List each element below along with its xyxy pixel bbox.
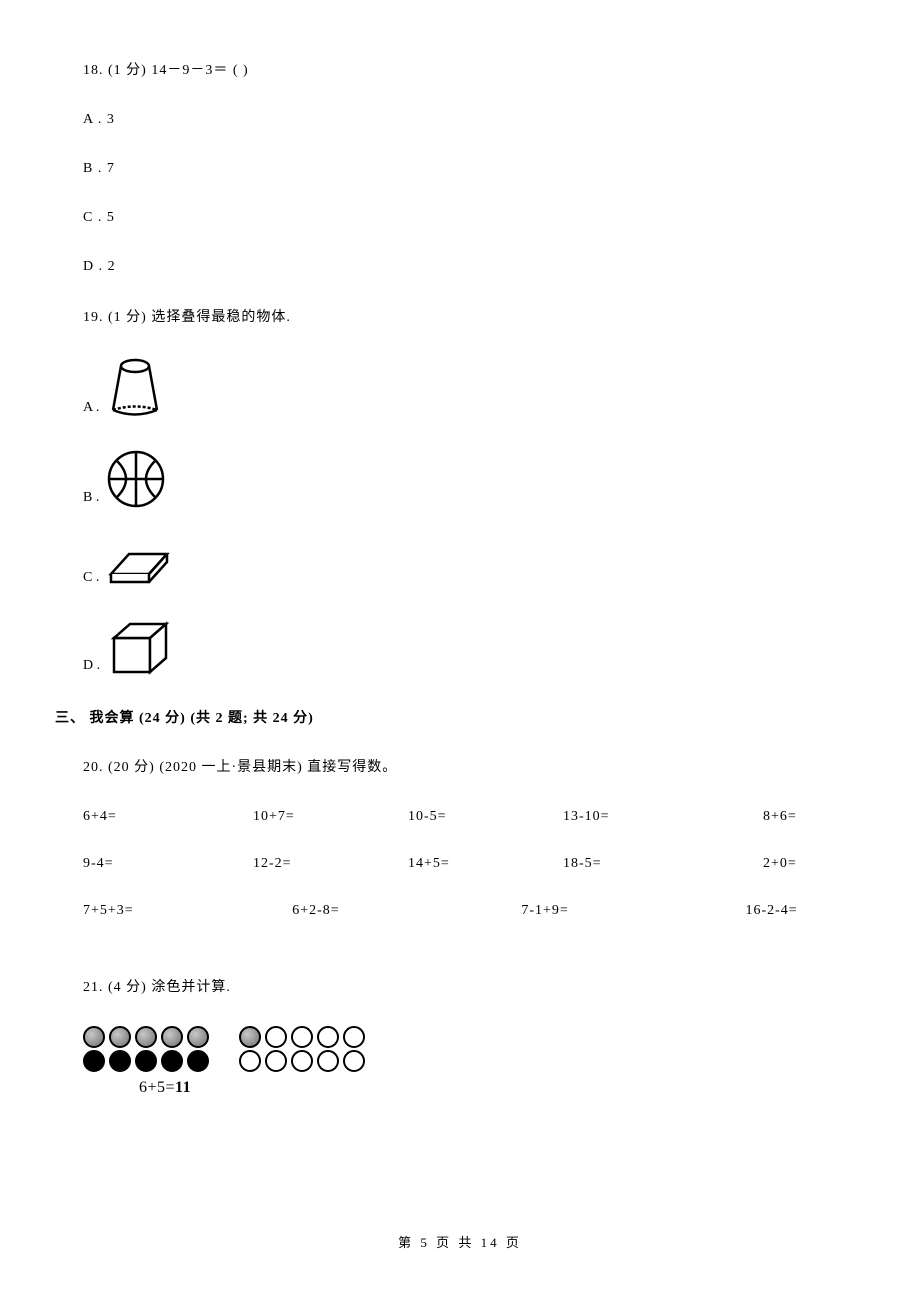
calc-cell: 10+7=: [253, 806, 408, 827]
q19-option-c: C .: [83, 538, 865, 590]
basketball-icon: [105, 448, 167, 510]
dots-caption: 6+5=11: [139, 1076, 865, 1100]
dot-black-icon: [83, 1050, 105, 1072]
page-footer: 第 5 页 共 14 页: [0, 1233, 920, 1253]
dot-empty-icon: [317, 1026, 339, 1048]
dot-black-icon: [161, 1050, 183, 1072]
cube-icon: [106, 618, 172, 678]
calc-cell: 2+0=: [763, 853, 863, 874]
dots-row-1: [83, 1026, 865, 1048]
calc-cell: 14+5=: [408, 853, 563, 874]
q19-option-d: D .: [83, 618, 865, 678]
calc-cell: 6+4=: [83, 806, 253, 827]
calc-grid: 6+4= 10+7= 10-5= 13-10= 8+6= 9-4= 12-2= …: [83, 806, 865, 947]
q19-option-b: B .: [83, 448, 865, 510]
dot-gray-icon: [135, 1026, 157, 1048]
q18-option-c: C . 5: [83, 207, 865, 228]
dot-empty-icon: [343, 1050, 365, 1072]
dot-gray-icon: [239, 1026, 261, 1048]
calc-cell: 6+2-8=: [292, 900, 521, 921]
question-18: 18. (1 分) 14－9－3＝ ( ) A . 3 B . 7 C . 5 …: [55, 60, 865, 277]
dot-black-icon: [135, 1050, 157, 1072]
q20-text: 20. (20 分) (2020 一上·景县期末) 直接写得数。: [83, 757, 865, 778]
q19-text: 19. (1 分) 选择叠得最稳的物体.: [83, 307, 865, 328]
q18-option-a: A . 3: [83, 109, 865, 130]
calc-cell: 7-1+9=: [521, 900, 745, 921]
calc-cell: 9-4=: [83, 853, 253, 874]
dots-figure: 6+5=11: [83, 1026, 865, 1100]
dot-empty-icon: [265, 1026, 287, 1048]
dot-empty-icon: [265, 1050, 287, 1072]
calc-row-1: 6+4= 10+7= 10-5= 13-10= 8+6=: [83, 806, 865, 827]
question-21: 21. (4 分) 涂色并计算.: [55, 977, 865, 1100]
calc-cell: 10-5=: [408, 806, 563, 827]
question-20: 20. (20 分) (2020 一上·景县期末) 直接写得数。 6+4= 10…: [55, 757, 865, 947]
q19-a-label: A .: [83, 397, 99, 420]
dot-black-icon: [187, 1050, 209, 1072]
calc-cell: 16-2-4=: [745, 900, 865, 921]
dots-caption-text: 6+5=11: [139, 1079, 191, 1096]
calc-row-3: 7+5+3= 6+2-8= 7-1+9= 16-2-4=: [83, 900, 865, 921]
dot-empty-icon: [317, 1050, 339, 1072]
q19-d-label: D .: [83, 655, 100, 678]
eraser-icon: [105, 538, 175, 590]
q18-text: 18. (1 分) 14－9－3＝ ( ): [83, 60, 865, 81]
dot-empty-icon: [343, 1026, 365, 1048]
calc-cell: 8+6=: [763, 806, 863, 827]
cup-icon: [105, 356, 165, 420]
q19-c-label: C .: [83, 567, 99, 590]
q18-option-b: B . 7: [83, 158, 865, 179]
dot-gray-icon: [161, 1026, 183, 1048]
q18-option-d: D . 2: [83, 256, 865, 277]
dot-empty-icon: [291, 1050, 313, 1072]
q19-option-a: A .: [83, 356, 865, 420]
dot-gray-icon: [187, 1026, 209, 1048]
q19-b-label: B .: [83, 487, 99, 510]
question-19: 19. (1 分) 选择叠得最稳的物体. A . B . C .: [55, 307, 865, 678]
q21-text: 21. (4 分) 涂色并计算.: [83, 977, 865, 998]
calc-cell: 12-2=: [253, 853, 408, 874]
section-3-title: 三、 我会算 (24 分) (共 2 题; 共 24 分): [55, 708, 865, 729]
dot-gray-icon: [83, 1026, 105, 1048]
dot-empty-icon: [291, 1026, 313, 1048]
calc-row-2: 9-4= 12-2= 14+5= 18-5= 2+0=: [83, 853, 865, 874]
calc-cell: 18-5=: [563, 853, 763, 874]
dot-empty-icon: [239, 1050, 261, 1072]
dots-row-2: [83, 1050, 865, 1072]
dot-black-icon: [109, 1050, 131, 1072]
calc-cell: 13-10=: [563, 806, 763, 827]
calc-cell: 7+5+3=: [83, 900, 292, 921]
dot-gray-icon: [109, 1026, 131, 1048]
